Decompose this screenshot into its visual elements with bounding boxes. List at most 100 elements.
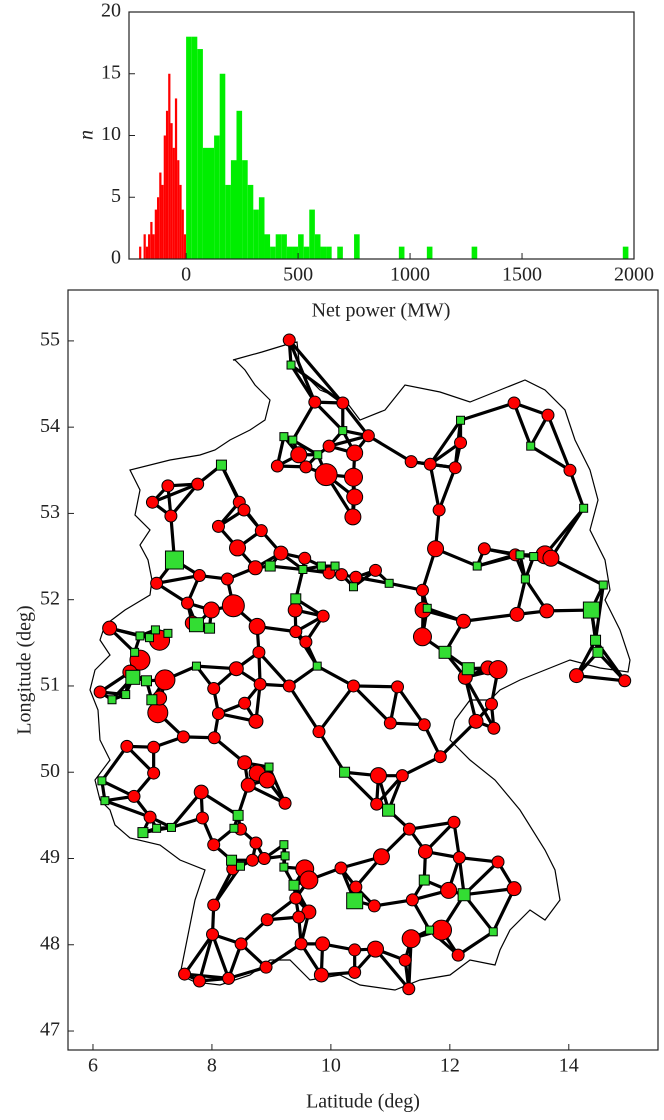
generator-node: [313, 450, 323, 460]
transmission-line: [226, 965, 268, 980]
generator-node: [279, 432, 289, 442]
load-node: [542, 549, 560, 567]
y-tick-label: 20: [101, 0, 121, 22]
load-node: [372, 848, 390, 866]
generator-node: [100, 796, 110, 806]
histogram-bar: [208, 147, 215, 259]
histogram-bar: [247, 184, 254, 259]
histogram-bar: [242, 160, 248, 259]
transmission-line: [373, 947, 411, 991]
transmission-line: [351, 684, 400, 689]
load-node: [93, 685, 107, 699]
y-tick-label: 50: [40, 760, 60, 782]
transmission-line: [549, 556, 605, 587]
load-node: [452, 851, 466, 865]
load-node: [349, 880, 363, 894]
transmission-line: [512, 401, 533, 448]
load-node: [257, 851, 271, 865]
transmission-line: [351, 684, 392, 725]
generator-node: [288, 435, 298, 445]
load-node: [487, 721, 501, 735]
x-tick-label: 10: [321, 1055, 341, 1077]
load-node: [287, 602, 303, 618]
transmission-line: [529, 444, 572, 472]
generator-node: [146, 694, 158, 706]
y-tick-label: 48: [40, 932, 60, 954]
histogram-bar: [183, 234, 187, 259]
load-node: [343, 467, 363, 487]
transmission-line: [461, 612, 519, 623]
load-node: [147, 740, 161, 754]
generator-node: [232, 809, 244, 821]
generator-node: [264, 762, 274, 772]
generator-node: [229, 823, 239, 833]
generator-node: [348, 582, 358, 592]
transmission-line: [428, 462, 441, 512]
histogram-bar: [148, 234, 151, 259]
histogram-bar: [337, 246, 343, 259]
load-node: [207, 898, 221, 912]
load-node: [202, 601, 220, 619]
histogram-bar: [314, 234, 321, 259]
generator-node: [288, 879, 300, 891]
histogram-bar: [139, 246, 142, 259]
load-node: [334, 861, 348, 875]
hist-y-label: n: [76, 130, 98, 140]
generator-node: [150, 625, 160, 635]
load-node: [346, 444, 364, 462]
transmission-line: [463, 675, 478, 723]
load-node: [120, 739, 134, 753]
load-node: [348, 965, 362, 979]
generator-node: [339, 766, 351, 778]
transmission-line: [543, 506, 586, 557]
hist-x-label: Net power (MW): [312, 300, 451, 322]
load-node: [369, 767, 387, 785]
load-node: [417, 844, 433, 860]
load-node: [402, 822, 416, 836]
load-node: [569, 668, 585, 684]
y-tick-label: 55: [40, 328, 60, 350]
load-node: [370, 797, 384, 811]
generator-node: [298, 565, 308, 575]
load-node: [398, 953, 412, 967]
histogram-bar: [264, 234, 271, 259]
y-tick-label: 15: [101, 61, 121, 83]
generator-node: [422, 603, 432, 613]
histogram-bar: [191, 36, 198, 260]
load-node: [238, 696, 252, 710]
load-node: [367, 899, 381, 913]
histogram-bar: [225, 184, 231, 259]
load-node: [145, 495, 159, 509]
load-node: [488, 660, 508, 680]
load-node: [289, 891, 303, 905]
load-node: [234, 937, 248, 951]
load-node: [299, 460, 313, 474]
load-node: [206, 927, 220, 941]
generator-node: [137, 827, 149, 839]
load-node: [468, 713, 484, 729]
transmission-line: [593, 638, 627, 683]
generator-node: [130, 647, 140, 657]
load-node: [313, 967, 329, 983]
load-node: [312, 725, 326, 739]
generator-node: [204, 622, 216, 634]
generator-node: [279, 862, 289, 872]
generator-node: [520, 574, 530, 584]
load-node: [423, 457, 437, 471]
load-node: [401, 929, 421, 949]
generator-node: [526, 441, 536, 451]
histogram-bar: [214, 135, 220, 259]
transmission-line: [395, 685, 426, 727]
y-tick-label: 10: [101, 123, 121, 145]
load-node: [412, 627, 432, 647]
histogram-bar: [159, 172, 162, 259]
generator-node: [163, 628, 173, 638]
transmission-line: [462, 887, 516, 897]
generator-node: [472, 561, 482, 571]
load-node: [440, 881, 458, 899]
load-node: [237, 503, 251, 517]
generator-node: [346, 892, 364, 910]
generator-node: [515, 550, 525, 560]
load-node: [259, 960, 273, 974]
load-node: [405, 893, 419, 907]
